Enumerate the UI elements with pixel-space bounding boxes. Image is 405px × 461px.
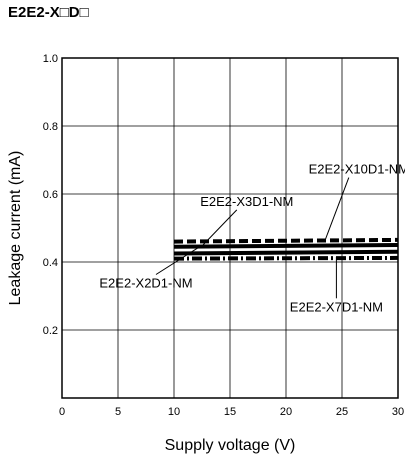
x-tick-label-30: 30: [392, 406, 404, 418]
series-line-e2e2-x7d1-nm: [173, 255, 399, 261]
x-tick-label-20: 20: [280, 406, 292, 418]
x-tick-label-15: 15: [224, 406, 236, 418]
series-line-e2e2-x3d1-nm: [173, 243, 399, 249]
annotation-leader-e2e2-x2d1-nm: [155, 246, 201, 275]
annotation-label-e2e2-x3d1-nm: E2E2-X3D1-NM: [200, 194, 293, 209]
annotation-label-e2e2-x7d1-nm: E2E2-X7D1-NM: [290, 299, 383, 314]
grid-lines: [62, 58, 398, 398]
y-tick-label-0-6: 0.6: [43, 189, 58, 201]
series-line-e2e2-x10d1-nm: [173, 237, 399, 244]
data-series: [173, 237, 399, 261]
annotation-leader-e2e2-x10d1-nm: [324, 177, 350, 241]
series-line-e2e2-x2d1-nm: [173, 249, 399, 256]
heading-prefix: E2E2-X: [8, 4, 60, 21]
x-tick-label-5: 5: [115, 406, 121, 418]
y-tick-label-0-2: 0.2: [43, 325, 58, 337]
y-axis-label: Leakage current (mA): [7, 151, 24, 306]
chart-heading: E2E2-X□D□: [8, 4, 89, 21]
x-axis-label: Supply voltage (V): [165, 437, 296, 454]
y-tick-label-1: 1.0: [43, 53, 58, 65]
heading-box-icon-2: □: [79, 4, 89, 21]
series-annotations: E2E2-X10D1-NM E2E2-X3D1-NM E2E2-X2D1-NM E2E…: [99, 162, 405, 315]
tick-labels: 0 5 10 15 20 25 30 0.2 0.4 0.6 0.8 1.0: [43, 53, 404, 418]
plot-frame: [61, 57, 399, 399]
heading-middle: D: [68, 4, 80, 21]
annotation-label-e2e2-x10d1-nm: E2E2-X10D1-NM: [309, 162, 405, 177]
annotation-leader-e2e2-x3d1-nm: [201, 209, 238, 247]
y-tick-label-0-8: 0.8: [43, 121, 58, 133]
y-tick-label-0-4: 0.4: [43, 257, 58, 269]
x-tick-label-0: 0: [59, 406, 65, 418]
x-tick-label-25: 25: [336, 406, 348, 418]
annotation-label-e2e2-x2d1-nm: E2E2-X2D1-NM: [99, 276, 192, 291]
heading-box-icon: □: [59, 4, 69, 21]
x-tick-label-10: 10: [168, 406, 180, 418]
